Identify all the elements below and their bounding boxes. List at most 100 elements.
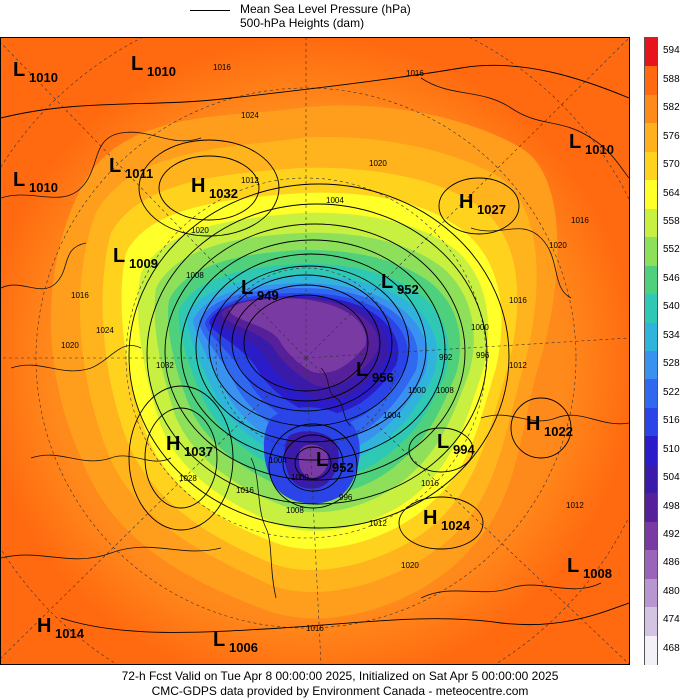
isobar-label: 1012	[509, 361, 527, 370]
isobar-label: 1032	[156, 361, 174, 370]
svg-text:1022: 1022	[544, 424, 573, 439]
legend-pressure-label: Mean Sea Level Pressure (hPa)	[240, 2, 411, 16]
svg-text:L: L	[13, 59, 25, 81]
isobar-labels: 1016 1016 1024 1020 1012 1020 1016 1024 …	[61, 63, 589, 633]
colorbar-cell	[645, 635, 657, 665]
colorbar-cell	[645, 407, 657, 437]
svg-text:1010: 1010	[29, 70, 58, 85]
isobar-label: 1016	[306, 624, 324, 633]
svg-text:949: 949	[257, 288, 279, 303]
svg-text:1010: 1010	[29, 180, 58, 195]
low-pressure-label: L 1010	[13, 59, 58, 85]
svg-text:1032: 1032	[209, 186, 238, 201]
isobar-label: 1004	[383, 411, 401, 420]
isobar-label: 1028	[179, 474, 197, 483]
svg-text:1027: 1027	[477, 202, 506, 217]
low-pressure-label: L 956	[356, 359, 394, 385]
svg-text:L: L	[567, 555, 579, 577]
isobar-label: 1016	[236, 486, 254, 495]
colorbar-level-label: 480	[663, 585, 680, 597]
colorbar-level-label: 540	[663, 301, 680, 313]
colorbar-cell	[645, 550, 657, 580]
svg-text:1037: 1037	[184, 444, 213, 459]
svg-text:1010: 1010	[147, 64, 176, 79]
colorbar-level-label: 516	[663, 415, 680, 427]
isobar-label: 996	[476, 351, 490, 360]
svg-text:1011: 1011	[125, 166, 153, 181]
svg-text:952: 952	[332, 460, 354, 475]
weather-map[interactable]: 1016 1016 1024 1020 1012 1020 1016 1024 …	[0, 37, 630, 665]
isobar-label: 1024	[96, 326, 114, 335]
high-pressure-label: H 1027	[459, 191, 506, 217]
isobar-label: 1000	[471, 323, 489, 332]
low-pressure-label: L 1010	[569, 131, 614, 157]
colorbar-cell	[645, 237, 657, 267]
colorbar-cell	[645, 265, 657, 295]
high-pressure-label: H 1014	[37, 615, 85, 641]
isobar-label: 1016	[571, 216, 589, 225]
svg-text:1014: 1014	[55, 626, 85, 641]
colorbar-cell	[645, 94, 657, 124]
colorbar-cell	[645, 66, 657, 96]
svg-text:L: L	[569, 131, 581, 153]
height-field-south-low-center	[299, 444, 329, 478]
colorbar-cell	[645, 493, 657, 523]
svg-text:H: H	[459, 191, 473, 213]
colorbar-level-label: 492	[663, 528, 680, 540]
colorbar-level-label: 582	[663, 102, 680, 114]
svg-text:L: L	[109, 155, 121, 177]
colorbar-level-label: 534	[663, 329, 680, 341]
svg-text:994: 994	[453, 442, 475, 457]
svg-text:L: L	[213, 629, 225, 651]
isobar-label: 1012	[241, 176, 259, 185]
isobar-label: 1020	[369, 159, 387, 168]
colorbar-level-label: 468	[663, 642, 680, 654]
colorbar-level-label: 564	[663, 187, 680, 199]
isobar-label: 1024	[241, 111, 259, 120]
svg-text:1024: 1024	[441, 518, 471, 533]
low-pressure-label: L 949	[241, 277, 279, 303]
colorbar-cell	[645, 351, 657, 380]
isobar-label: 1016	[71, 291, 89, 300]
low-pressure-label: L 952	[316, 449, 354, 475]
legend-heights-label: 500-hPa Heights (dam)	[240, 16, 365, 30]
isobar-label: 996	[339, 493, 353, 502]
colorbar-cell	[645, 607, 657, 637]
low-pressure-label: L 1009	[113, 245, 158, 271]
isobar-label: 992	[439, 353, 453, 362]
isobar-legend-line	[190, 10, 230, 11]
forecast-valid-time: 72-h Fcst Valid on Tue Apr 8 00:00:00 20…	[121, 669, 559, 683]
svg-text:H: H	[37, 615, 51, 637]
colorbar-level-label: 546	[663, 272, 680, 284]
isobar-label: 1012	[369, 519, 387, 528]
height-field-492	[229, 298, 367, 373]
low-pressure-label: L 994	[437, 431, 475, 457]
svg-text:L: L	[13, 169, 25, 191]
colorbar-level-label: 558	[663, 215, 680, 227]
isobars	[1, 64, 629, 633]
colorbar-cell	[645, 208, 657, 238]
svg-text:H: H	[423, 507, 437, 529]
colorbar-cell	[645, 464, 657, 494]
colorbar-level-label: 528	[663, 358, 680, 370]
colorbar-level-label: 594	[663, 45, 680, 57]
svg-text:L: L	[241, 277, 253, 299]
isobar-label: 1020	[61, 341, 79, 350]
svg-text:H: H	[526, 413, 540, 435]
svg-text:L: L	[356, 359, 368, 381]
colorbar-cell	[645, 578, 657, 608]
colorbar-cell	[645, 436, 657, 466]
isobar-label: 1020	[191, 226, 209, 235]
colorbar-level-label: 576	[663, 130, 680, 142]
low-pressure-label: L 1006	[213, 629, 258, 655]
colorbar-cell	[645, 521, 657, 551]
low-pressure-label: L 1008	[567, 555, 612, 581]
colorbar-cell	[645, 151, 657, 181]
isobar-label: 1004	[269, 456, 287, 465]
isobar-label: 1008	[436, 386, 454, 395]
isobar-label: 1016	[213, 63, 231, 72]
colorbar-level-label: 486	[663, 557, 680, 569]
height-colorbar	[644, 37, 658, 665]
colorbar-level-label: 552	[663, 244, 680, 256]
isobar-label: 1000	[291, 473, 309, 482]
